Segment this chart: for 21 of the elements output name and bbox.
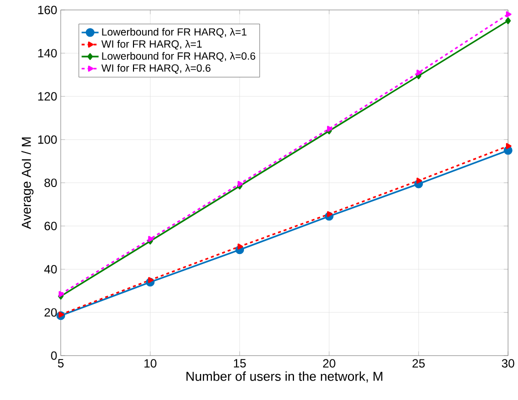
y-axis-title: Average AoI / M — [21, 137, 34, 229]
y-tick-label: 160 — [38, 6, 57, 14]
legend-label: Lowerbound for FR HARQ, λ=0.6 — [102, 52, 256, 62]
legend-label: WI for FR HARQ, λ=0.6 — [101, 64, 210, 74]
y-tick-label: 80 — [44, 178, 57, 187]
x-tick-label: 30 — [502, 358, 514, 368]
y-tick-label: 40 — [44, 264, 57, 274]
y-tick-label: 100 — [38, 135, 57, 144]
legend-label: WI for FR HARQ, λ=1 — [101, 40, 202, 50]
y-tick-label: 20 — [44, 308, 57, 316]
x-tick-label: 25 — [412, 358, 425, 368]
x-tick-label: 5 — [58, 358, 64, 368]
y-tick-label: 0 — [51, 351, 57, 360]
y-tick-label: 140 — [38, 48, 57, 58]
legend-label: Lowerbound for FR HARQ, λ=1 — [102, 28, 246, 38]
x-tick-label: 20 — [323, 358, 336, 368]
x-tick-label: 10 — [144, 358, 156, 368]
x-tick-label: 15 — [234, 358, 246, 368]
x-axis-title: Number of users in the network, M — [186, 371, 382, 382]
y-tick-label: 60 — [44, 222, 57, 230]
y-tick-label: 120 — [38, 92, 57, 100]
